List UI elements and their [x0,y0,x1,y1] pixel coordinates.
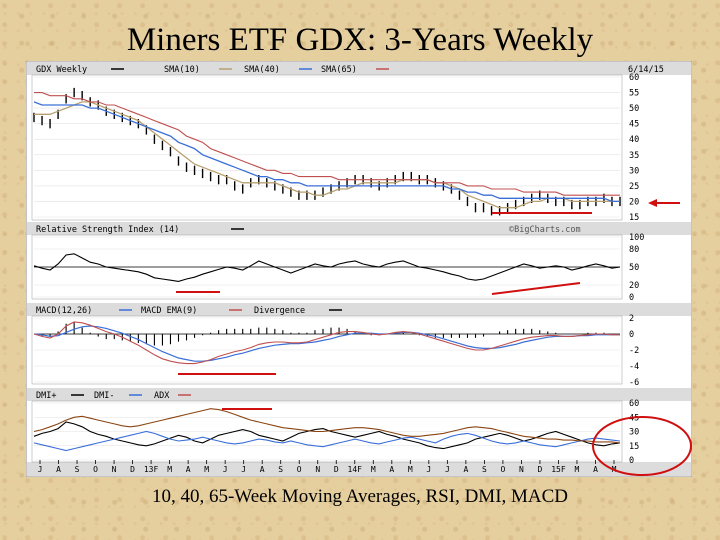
x-tick-label: M [408,465,413,474]
dmi-tick-label: 60 [629,399,639,409]
page-title: Miners ETF GDX: 3-Years Weekly [126,22,594,58]
price-tick-label: 15 [629,213,639,223]
dmi-legend-minus: DMI- [94,391,114,401]
x-tick-label: S [75,465,80,474]
rsi-tick-label: 50 [629,263,639,273]
price-legend-sma10: SMA(10) [164,65,200,75]
rsi-tick-label: 20 [629,281,639,291]
rsi-label: Relative Strength Index (14) [36,225,179,235]
macd-ema-line [33,325,620,362]
dmi-tick-label: 15 [629,442,639,452]
x-tick-label: D [334,465,339,474]
x-tick-label: O [93,465,98,474]
dmi-plus-line [33,421,621,450]
x-tick-label: J [38,465,43,474]
price-tick-label: 35 [629,151,639,161]
dmi-tick-label: 30 [629,428,639,438]
x-tick-label: N [519,465,524,474]
x-tick-label: A [463,465,468,474]
x-tick-label: J [445,465,450,474]
price-tick-label: 30 [629,166,639,176]
x-tick-label: J [223,465,228,474]
macd-tick-label: -2 [629,346,639,356]
x-tick-label: 14F [348,465,363,474]
x-tick-label: A [260,465,265,474]
macd-tick-label: 2 [629,314,634,324]
x-tick-label: J [426,465,431,474]
price-legend-sma65: SMA(65) [321,65,357,75]
x-tick-label: M [575,465,580,474]
price-tick-label: 25 [629,182,639,192]
x-tick-label: M [371,465,376,474]
price-tick-label: 55 [629,89,639,99]
macd-legend-macd: MACD(12,26) [36,306,92,316]
chart-panel: GDX Weekly SMA(10) SMA(40) SMA(65) 6/14/… [25,60,693,478]
x-tick-label: N [315,465,320,474]
macd-tick-label: -4 [629,362,639,372]
stock-chart: GDX Weekly SMA(10) SMA(40) SMA(65) 6/14/… [25,60,693,478]
x-tick-label: S [482,465,487,474]
x-tick-label: A [593,465,598,474]
price-tick-label: 20 [629,197,639,207]
x-tick-label: A [186,465,191,474]
price-tick-label: 50 [629,104,639,114]
price-legend-sma40: SMA(40) [244,65,280,75]
x-tick-label: N [112,465,117,474]
rsi-tick-label: 100 [629,233,644,243]
x-tick-label: M [204,465,209,474]
dmi-legend-plus: DMI+ [36,391,56,401]
x-tick-label: S [278,465,283,474]
dmi-circle-annotation [592,416,692,476]
x-tick-label: 15F [551,465,566,474]
x-tick-label: D [130,465,135,474]
rsi-rising-annotation [491,282,581,295]
x-tick-label: O [297,465,302,474]
x-tick-label: 13F [144,465,159,474]
dmi-legend-adx: ADX [154,391,170,401]
sma65-line [34,92,620,196]
x-tick-label: J [241,465,246,474]
sma10-line [34,101,620,209]
x-tick-label: A [389,465,394,474]
x-tick-label: M [167,465,172,474]
watermark: ©BigCharts.com [509,225,581,235]
dmi-minus-line [33,430,621,452]
rsi-tick-label: 0 [629,293,634,303]
adx-line [33,408,621,444]
rsi-line [33,253,621,282]
rsi-tick-label: 80 [629,245,639,255]
dmi-tick-label: 0 [629,456,634,466]
date-label: 6/14/15 [628,65,664,75]
price-arrow-head [648,199,657,207]
x-tick-label: O [500,465,505,474]
price-tick-label: 40 [629,135,639,145]
x-tick-label: D [538,465,543,474]
macd-tick-label: 0 [629,330,634,340]
sma40-line [33,101,620,203]
macd-tick-label: -6 [629,378,639,388]
price-tick-label: 45 [629,120,639,130]
macd-legend-ema: MACD EMA(9) [141,306,197,316]
price-legend-gdx: GDX Weekly [36,65,87,75]
x-tick-label: A [56,465,61,474]
caption: 10, 40, 65-Week Moving Averages, RSI, DM… [151,486,569,507]
macd-line [33,321,620,365]
macd-legend-divergence: Divergence [254,306,305,316]
price-tick-label: 60 [629,73,639,83]
